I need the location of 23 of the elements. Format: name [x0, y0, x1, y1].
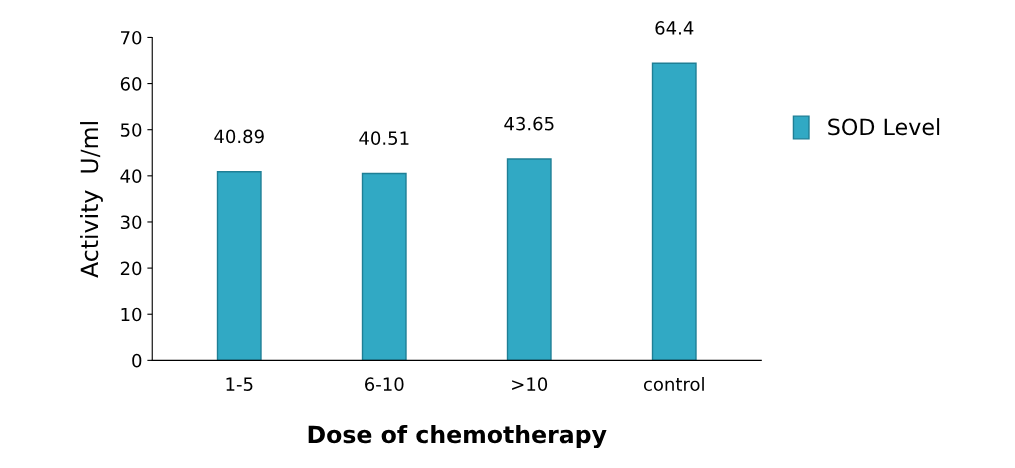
x-tick-label: control	[643, 377, 704, 391]
data-label: 43.65	[504, 116, 554, 131]
x-axis-title: Dose of chemotherapy	[308, 425, 607, 449]
x-tick-label: 6-10	[365, 377, 404, 391]
y-tick-label: 50	[120, 123, 142, 137]
bar	[216, 171, 262, 361]
x-tick-label: 1-5	[226, 377, 253, 391]
y-tick-label: 20	[120, 261, 142, 276]
legend-label: SOD Level	[828, 118, 940, 136]
data-label: 64.4	[655, 21, 694, 35]
y-tick-label: 10	[121, 307, 142, 322]
y-tick-label: 60	[120, 77, 142, 91]
x-tick-label: >10	[512, 377, 548, 391]
bar	[651, 62, 697, 361]
data-label: 40.51	[359, 131, 409, 145]
y-tick-label: 70	[121, 30, 142, 45]
y-tick-label: 30	[120, 215, 142, 230]
y-axis-title: Activity U/ml	[80, 122, 103, 278]
bar	[506, 158, 552, 361]
y-tick-label: 40	[120, 169, 142, 183]
bar	[361, 172, 407, 361]
data-label: 40.89	[214, 129, 264, 144]
y-tick-label: 0	[132, 353, 142, 368]
